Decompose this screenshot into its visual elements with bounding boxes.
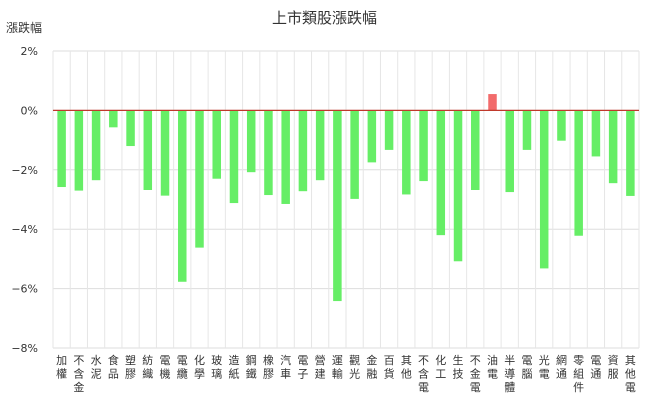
category-label: 鋼鐵 <box>246 353 257 381</box>
bar-紡織[interactable] <box>143 110 153 190</box>
category-label: 運輸 <box>332 354 343 381</box>
bar-塑膠[interactable] <box>126 110 135 147</box>
y-tick-label: 0% <box>21 104 38 117</box>
y-tick-label: −4% <box>11 223 38 236</box>
category-label: 光電 <box>539 353 550 381</box>
bar-光電[interactable] <box>539 110 549 269</box>
y-tick-label: −6% <box>11 283 38 296</box>
bar-油電[interactable] <box>488 94 497 111</box>
category-label: 生技 <box>453 353 464 381</box>
bar-網通[interactable] <box>557 110 566 141</box>
bar-鋼鐵[interactable] <box>246 110 256 173</box>
bar-加權[interactable] <box>57 110 66 188</box>
category-label: 其他 <box>401 354 412 381</box>
category-label: 資服 <box>608 354 619 381</box>
category-label: 不含金 <box>73 354 84 394</box>
category-label: 電纜 <box>177 354 188 381</box>
category-label: 橡膠 <box>263 354 274 381</box>
bar-食品[interactable] <box>109 110 118 128</box>
bar-電通[interactable] <box>591 110 601 157</box>
bar-電機[interactable] <box>160 110 170 196</box>
bar-不含電[interactable] <box>419 110 428 182</box>
y-tick-label: −2% <box>11 164 38 177</box>
category-label: 不金電 <box>470 354 481 394</box>
category-label: 水泥 <box>91 354 102 381</box>
category-labels: 加權不含金水泥食品塑膠紡織電機電纜化學玻璃造紙鋼鐵橡膠汽車電子營建運輸觀光金融百… <box>56 353 636 394</box>
category-label: 玻璃 <box>211 354 222 381</box>
y-tick-label: 2% <box>21 45 38 58</box>
grid-layer <box>52 50 640 349</box>
bar-資服[interactable] <box>608 110 618 184</box>
bar-不金電[interactable] <box>471 110 480 190</box>
category-label: 油電 <box>487 353 498 381</box>
bar-水泥[interactable] <box>91 110 101 181</box>
category-label: 電腦 <box>521 354 532 381</box>
bar-不含金[interactable] <box>74 110 84 191</box>
category-label: 食品 <box>108 353 119 381</box>
category-label: 電機 <box>160 354 171 381</box>
y-tick-labels: 2% 0% −2% −4% −6% −8% <box>11 45 38 355</box>
category-label: 汽車 <box>280 353 291 381</box>
category-label: 造紙 <box>228 353 239 381</box>
category-label: 加權 <box>56 354 67 381</box>
bar-生技[interactable] <box>453 110 463 262</box>
bar-電子[interactable] <box>298 110 308 192</box>
category-label: 半導體 <box>504 353 515 394</box>
y-tick-label: −8% <box>11 342 38 355</box>
bar-百貨[interactable] <box>384 110 394 150</box>
category-label: 營建 <box>315 354 326 381</box>
bar-汽車[interactable] <box>281 110 290 204</box>
category-label: 電子 <box>297 354 308 381</box>
category-label: 金融 <box>366 353 377 381</box>
category-label: 電通 <box>590 354 601 381</box>
bar-零組件[interactable] <box>574 110 583 236</box>
bar-電纜[interactable] <box>178 110 187 282</box>
bar-電腦[interactable] <box>522 110 532 150</box>
y-axis-title: 漲跌幅 <box>6 21 43 35</box>
bar-橡膠[interactable] <box>264 110 273 196</box>
category-label: 百貨 <box>384 354 395 381</box>
category-label: 零組件 <box>573 354 584 394</box>
bar-化學[interactable] <box>195 110 204 248</box>
bar-其他電[interactable] <box>626 110 635 196</box>
category-label: 網通 <box>556 353 567 381</box>
category-label: 觀光 <box>349 354 360 381</box>
category-label: 紡織 <box>142 353 153 381</box>
category-label: 化工 <box>435 353 446 381</box>
category-label: 塑膠 <box>125 353 136 381</box>
bar-營建[interactable] <box>315 110 325 181</box>
category-label: 化學 <box>194 353 205 381</box>
bar-半導體[interactable] <box>505 110 514 193</box>
bar-運輸[interactable] <box>333 110 342 302</box>
bar-其他[interactable] <box>402 110 411 195</box>
bar-金融[interactable] <box>367 110 377 163</box>
bar-layer <box>57 94 635 302</box>
chart-title: 上市類股漲跌幅 <box>271 9 377 27</box>
category-label: 其他電 <box>625 354 636 394</box>
bar-觀光[interactable] <box>350 110 359 199</box>
bar-化工[interactable] <box>436 110 446 236</box>
category-label: 不含電 <box>418 354 429 394</box>
bar-玻璃[interactable] <box>212 110 221 179</box>
bar-造紙[interactable] <box>229 110 239 204</box>
